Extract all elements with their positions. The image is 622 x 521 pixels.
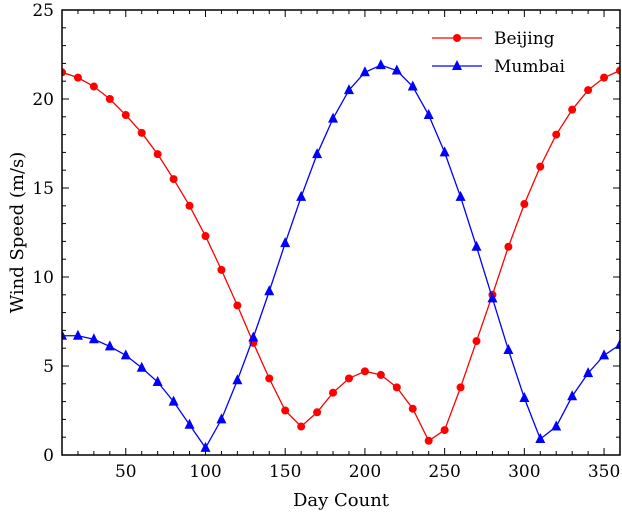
- data-point-mumbai: [567, 390, 578, 401]
- data-point-beijing: [265, 374, 274, 383]
- legend: Beijing Mumbai: [432, 29, 565, 77]
- data-point-mumbai: [88, 333, 99, 344]
- data-point-mumbai: [455, 190, 466, 201]
- data-point-beijing: [520, 200, 529, 209]
- data-point-mumbai: [312, 148, 323, 159]
- series-line-mumbai: [62, 64, 620, 450]
- data-point-mumbai: [535, 432, 546, 443]
- data-point-beijing: [376, 370, 385, 379]
- data-point-mumbai: [264, 285, 275, 296]
- legend-label-beijing: Beijing: [494, 29, 555, 49]
- series-line-beijing: [62, 69, 620, 442]
- data-point-beijing: [360, 367, 369, 376]
- data-point-beijing: [297, 422, 306, 431]
- legend-marker-beijing: [453, 34, 461, 42]
- data-point-beijing: [392, 383, 401, 392]
- y-tick-label: 15: [32, 179, 54, 199]
- data-point-mumbai: [296, 190, 307, 201]
- x-axis-title: Day Count: [293, 490, 390, 511]
- data-point-mumbai: [503, 343, 514, 354]
- x-tick-label: 350: [588, 462, 620, 482]
- legend-marker-mumbai: [452, 60, 462, 70]
- data-point-beijing: [408, 404, 417, 413]
- data-point-beijing: [472, 337, 481, 346]
- data-point-beijing: [281, 406, 290, 415]
- data-point-mumbai: [136, 361, 147, 372]
- data-point-mumbai: [232, 374, 243, 385]
- data-point-beijing: [89, 82, 98, 91]
- data-point-mumbai: [551, 420, 562, 431]
- data-point-beijing: [552, 130, 561, 139]
- series-layer: [62, 59, 620, 452]
- data-point-mumbai: [184, 418, 195, 429]
- data-point-mumbai: [168, 395, 179, 406]
- plot-frame: [61, 9, 621, 456]
- data-point-beijing: [456, 383, 465, 392]
- data-point-mumbai: [359, 66, 370, 77]
- data-point-mumbai: [120, 349, 131, 360]
- data-point-beijing: [329, 388, 338, 397]
- x-tick-label: 150: [269, 462, 301, 482]
- data-point-beijing: [536, 162, 545, 171]
- data-point-mumbai: [343, 84, 354, 95]
- legend-label-mumbai: Mumbai: [494, 57, 565, 77]
- data-point-beijing: [73, 73, 82, 82]
- data-point-mumbai: [280, 237, 291, 248]
- data-point-mumbai: [391, 64, 402, 75]
- data-point-mumbai: [615, 338, 620, 349]
- data-point-beijing: [121, 111, 130, 120]
- data-point-mumbai: [200, 441, 211, 452]
- data-point-beijing: [313, 408, 322, 417]
- x-tick-label: 100: [189, 462, 221, 482]
- data-point-mumbai: [216, 413, 227, 424]
- data-point-mumbai: [487, 292, 498, 303]
- data-point-beijing: [137, 128, 146, 137]
- x-tick-label: 250: [428, 462, 460, 482]
- x-tick-label: 300: [508, 462, 540, 482]
- x-tick-label: 200: [349, 462, 381, 482]
- data-point-beijing: [584, 86, 593, 95]
- data-point-mumbai: [439, 146, 450, 157]
- data-point-mumbai: [407, 80, 418, 91]
- data-point-mumbai: [248, 331, 259, 342]
- data-point-mumbai: [471, 240, 482, 251]
- x-tick-label: 50: [115, 462, 137, 482]
- y-tick-label: 25: [32, 1, 54, 21]
- data-point-beijing: [233, 301, 242, 310]
- y-axis-title: Wind Speed (m/s): [7, 152, 28, 314]
- data-point-beijing: [504, 242, 513, 251]
- data-point-beijing: [344, 374, 353, 383]
- data-point-beijing: [424, 436, 433, 445]
- data-point-mumbai: [62, 329, 67, 340]
- data-point-beijing: [153, 150, 162, 159]
- data-point-mumbai: [72, 329, 83, 340]
- data-point-beijing: [616, 66, 620, 75]
- data-point-mumbai: [583, 367, 594, 378]
- y-tick-label: 5: [43, 357, 54, 377]
- data-point-beijing: [62, 68, 66, 77]
- data-point-beijing: [217, 265, 226, 274]
- data-point-beijing: [169, 175, 178, 184]
- data-point-mumbai: [519, 392, 530, 403]
- y-tick-label: 10: [32, 268, 54, 288]
- data-point-beijing: [185, 201, 194, 210]
- data-point-mumbai: [152, 376, 163, 387]
- data-point-beijing: [440, 426, 449, 435]
- data-point-beijing: [105, 95, 114, 103]
- data-point-mumbai: [328, 112, 339, 123]
- data-point-mumbai: [599, 349, 610, 360]
- data-point-mumbai: [423, 109, 434, 120]
- y-tick-label: 20: [32, 90, 54, 110]
- axes-layer: 50 100 150 200 250 300 350 0 5 10 15 20 25: [32, 1, 621, 482]
- y-tick-label: 0: [43, 446, 54, 466]
- data-point-beijing: [600, 73, 609, 82]
- data-point-beijing: [201, 232, 210, 241]
- data-point-mumbai: [375, 59, 386, 70]
- data-point-mumbai: [104, 340, 115, 351]
- data-point-beijing: [568, 105, 577, 114]
